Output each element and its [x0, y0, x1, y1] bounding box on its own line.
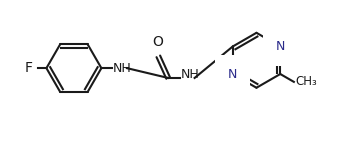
- Text: N: N: [228, 68, 237, 81]
- Text: NH: NH: [113, 62, 132, 75]
- Text: N: N: [275, 40, 285, 53]
- Text: F: F: [25, 61, 33, 75]
- Text: O: O: [152, 36, 163, 50]
- Text: CH₃: CH₃: [296, 75, 317, 88]
- Text: NH: NH: [181, 69, 200, 81]
